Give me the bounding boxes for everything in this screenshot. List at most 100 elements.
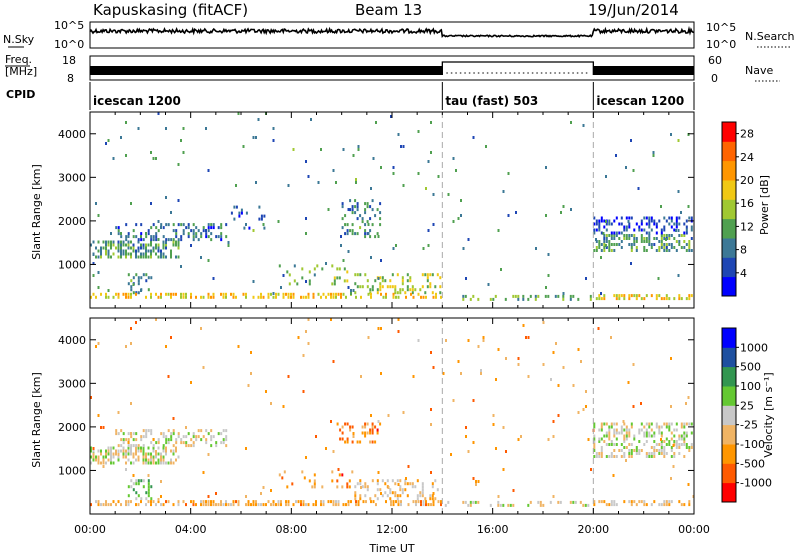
data-cell — [205, 229, 207, 232]
data-cell — [552, 435, 555, 438]
data-cell — [658, 219, 661, 223]
data-cell — [665, 500, 668, 504]
data-cell — [618, 297, 621, 301]
data-cell — [238, 214, 241, 218]
data-cell — [225, 444, 228, 448]
time-tick-label: 12:00 — [376, 523, 408, 536]
data-cell — [379, 202, 382, 206]
data-cell — [346, 229, 349, 233]
data-cell — [217, 226, 220, 230]
data-cell — [110, 246, 112, 250]
data-cell — [615, 216, 618, 220]
data-cell — [369, 229, 372, 233]
data-cell — [155, 226, 158, 230]
data-cell — [668, 234, 671, 237]
nsearch-label: N.Search — [745, 30, 795, 43]
data-cell — [385, 500, 387, 504]
data-cell — [605, 244, 607, 247]
data-cell — [97, 461, 100, 465]
data-cell — [678, 437, 681, 441]
data-cell — [628, 452, 631, 455]
data-cell — [142, 252, 145, 256]
data-cell — [648, 455, 651, 458]
data-cell — [150, 235, 153, 239]
data-cell — [392, 500, 395, 504]
data-cell — [562, 292, 565, 295]
data-cell — [347, 286, 350, 289]
data-cell — [359, 482, 362, 486]
data-cell — [344, 440, 347, 444]
data-cell — [419, 491, 422, 495]
data-cell — [336, 267, 339, 271]
data-cell — [610, 440, 613, 443]
data-cell — [177, 503, 180, 507]
data-cell — [379, 276, 382, 280]
data-cell — [633, 234, 636, 237]
data-cell — [392, 295, 395, 299]
data-cell — [155, 461, 157, 465]
data-cell — [177, 432, 180, 436]
data-cell — [137, 255, 140, 259]
data-cell — [137, 482, 140, 486]
data-cell — [494, 294, 497, 298]
data-cell — [145, 279, 148, 283]
data-cell — [170, 336, 172, 339]
data-cell — [595, 238, 597, 241]
data-cell — [371, 425, 374, 429]
data-cell — [608, 428, 611, 432]
data-cell — [165, 223, 168, 227]
data-cell — [620, 425, 623, 429]
data-cell — [305, 330, 307, 333]
data-cell — [603, 219, 606, 223]
data-cell — [600, 243, 603, 246]
data-cell — [628, 222, 631, 226]
data-cell — [562, 294, 565, 298]
data-cell — [648, 431, 651, 435]
data-cell — [397, 483, 400, 486]
data-cell — [392, 292, 395, 296]
data-cell — [613, 294, 616, 298]
data-cell — [655, 449, 658, 452]
data-cell — [205, 232, 208, 236]
data-cell — [640, 297, 643, 301]
data-cell — [369, 428, 372, 432]
data-cell — [110, 240, 112, 244]
data-cell — [366, 285, 369, 289]
data-cell — [220, 292, 222, 296]
data-cell — [670, 500, 673, 504]
data-cell — [300, 500, 302, 504]
data-cell — [412, 375, 415, 378]
data-cell — [633, 240, 636, 243]
data-cell — [348, 485, 351, 489]
data-cell — [680, 422, 683, 426]
data-cell — [155, 252, 157, 256]
data-cell — [147, 485, 150, 489]
data-cell — [670, 446, 673, 449]
data-cell — [361, 425, 364, 429]
data-cell — [110, 503, 112, 507]
data-cell — [422, 500, 425, 504]
data-cell — [130, 342, 132, 345]
data-cell — [685, 219, 688, 223]
data-cell — [615, 503, 618, 507]
data-cell — [150, 432, 153, 436]
data-cell — [170, 249, 172, 253]
data-cell — [472, 136, 475, 139]
data-cell — [387, 414, 390, 417]
data-cell — [127, 252, 130, 256]
data-cell — [152, 444, 155, 448]
data-cell — [537, 294, 540, 298]
data-cell — [391, 285, 394, 289]
data-cell — [95, 202, 97, 205]
data-cell — [245, 495, 247, 498]
data-cell — [401, 488, 404, 492]
data-cell — [200, 503, 202, 507]
data-cell — [603, 234, 606, 237]
data-cell — [255, 136, 257, 139]
date-title: 19/Jun/2014 — [588, 1, 679, 19]
data-cell — [603, 225, 606, 229]
data-cell — [301, 470, 304, 474]
data-cell — [341, 205, 344, 209]
data-cell — [127, 441, 130, 444]
data-cell — [677, 190, 680, 193]
